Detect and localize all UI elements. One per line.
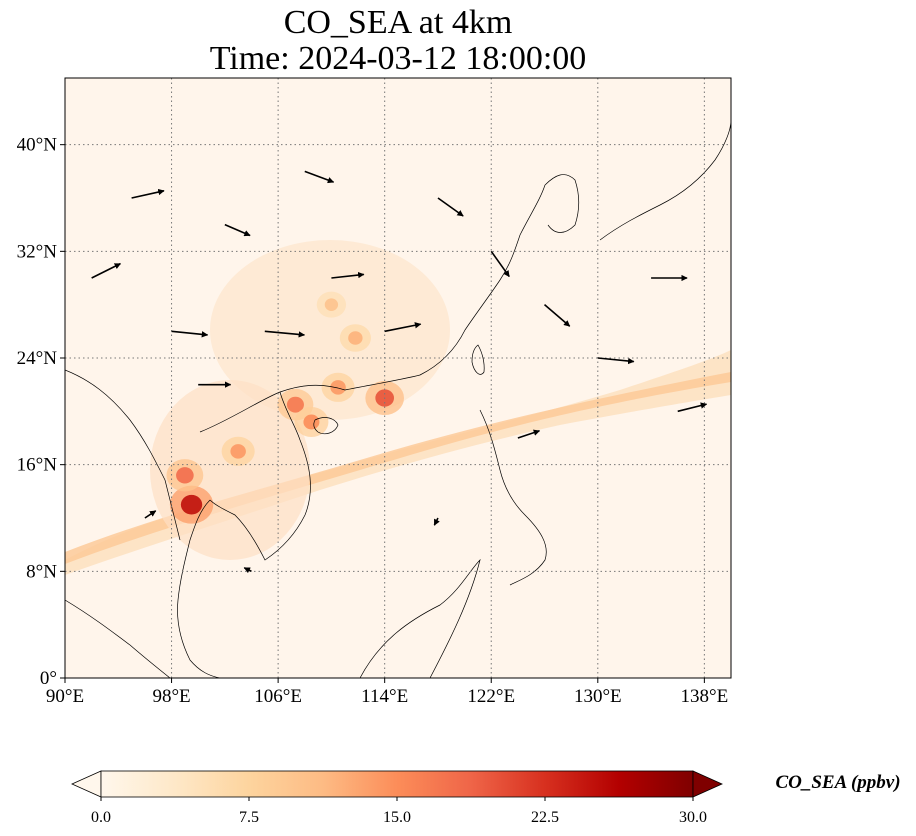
coastline-japan: [599, 119, 731, 241]
map-title-line1: CO_SEA at 4km: [283, 4, 513, 41]
coastline-indochina: [209, 391, 311, 561]
co-plume-core: [65, 372, 731, 564]
x-tick-label: 130°E: [574, 686, 622, 707]
wind-vector: [331, 271, 365, 279]
map-area: 90°E 98°E 106°E 114°E 122°E 130°E 138°E 0° 8°N 1…: [17, 77, 732, 707]
coastline-taiwan: [471, 344, 485, 375]
y-tick-label: 24°N: [17, 348, 58, 369]
y-tick-label: 8°N: [26, 561, 57, 582]
colorbar-tick-label: 22.5: [531, 809, 559, 826]
co-hotspot: [176, 467, 194, 484]
y-tick-label: 16°N: [17, 455, 58, 476]
co-hotspot: [330, 380, 346, 395]
y-axis-ticks: 0° 8°N 16°N 24°N 32°N 40°N: [17, 135, 65, 689]
coastline-borneo: [359, 558, 481, 678]
colorbar: 0.0 7.5 15.0 22.5 30.0 CO_SEA (ppbv): [71, 770, 901, 826]
colorbar-tick-label: 7.5: [239, 809, 259, 826]
co-hotspot: [348, 331, 363, 345]
co-hotspot: [286, 396, 304, 413]
y-tick-label: 40°N: [17, 135, 58, 156]
wind-vector: [517, 429, 541, 439]
wind-vector: [543, 304, 571, 327]
coastline-hainan: [313, 417, 339, 435]
x-tick-label: 90°E: [46, 686, 84, 707]
colorbar-tick-label: 0.0: [91, 809, 111, 826]
wind-vector: [91, 262, 122, 279]
y-tick-label: 32°N: [17, 241, 58, 262]
wind-vector: [264, 330, 306, 338]
map-title-line2: Time: 2024-03-12 18:00:00: [209, 40, 587, 77]
x-tick-label: 138°E: [681, 686, 729, 707]
wind-vector: [144, 510, 157, 519]
coastline-gulf-thailand: [177, 499, 221, 678]
coastline-south-china: [199, 184, 546, 433]
wind-vector: [384, 322, 422, 333]
wind-vector: [304, 170, 335, 184]
gridlines: [65, 78, 731, 678]
x-tick-label: 106°E: [254, 686, 302, 707]
wind-vector: [243, 567, 252, 574]
colorbar-extend-min: [71, 770, 102, 798]
wind-vector: [437, 197, 464, 217]
wind-vector: [677, 402, 708, 413]
colorbar-tick-label: 15.0: [383, 809, 411, 826]
colorbar-label: CO_SEA (ppbv): [775, 772, 900, 793]
co-haze-south-china: [210, 240, 450, 420]
co-hotspot: [303, 414, 320, 430]
co-hotspot: [324, 298, 339, 311]
co-hotspots: [166, 291, 405, 524]
x-tick-label: 122°E: [467, 686, 515, 707]
colorbar-ticks: 0.0 7.5 15.0 22.5 30.0: [91, 797, 707, 826]
wind-vector: [490, 250, 510, 278]
x-tick-label: 114°E: [361, 686, 408, 707]
wind-vector: [131, 188, 165, 199]
wind-vector: [224, 223, 251, 237]
wind-vectors: [91, 170, 708, 574]
x-tick-label: 98°E: [152, 686, 190, 707]
colorbar-tick-label: 30.0: [679, 809, 707, 826]
map-frame: [64, 77, 732, 679]
wind-vector: [433, 517, 440, 526]
coastline-philippines: [479, 409, 547, 586]
x-axis-ticks: 90°E 98°E 106°E 114°E 122°E 130°E 138°E: [46, 678, 728, 707]
y-tick-label: 0°: [40, 668, 57, 689]
colorbar-extend-max: [692, 770, 723, 798]
wind-vector: [597, 357, 635, 365]
wind-vector: [171, 330, 209, 338]
colorbar-gradient: [100, 770, 694, 798]
co-hotspot: [180, 494, 203, 515]
co-hotspot: [230, 444, 246, 459]
coastline-korea: [544, 174, 580, 233]
coastline-sumatra: [65, 599, 171, 678]
